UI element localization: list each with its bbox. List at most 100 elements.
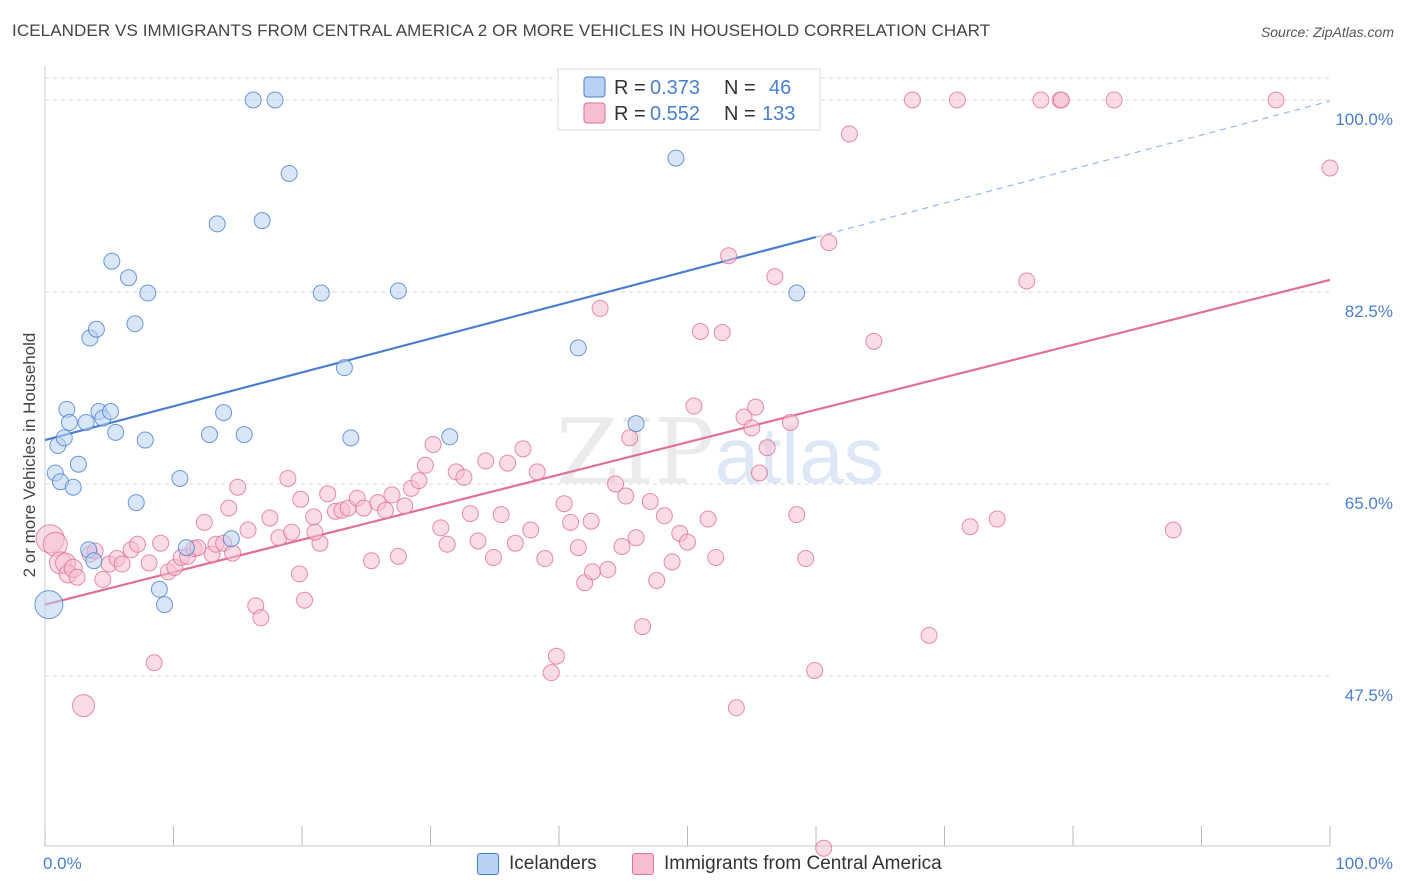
point-immigrants — [477, 452, 495, 470]
trend-line-icelanders-extension — [815, 100, 1331, 238]
point-icelanders — [215, 404, 233, 422]
point-immigrants — [94, 570, 112, 588]
legend-r-label-1: R = — [614, 77, 646, 99]
point-immigrants — [1267, 91, 1285, 109]
point-immigrants — [355, 499, 373, 517]
point-immigrants — [713, 324, 731, 342]
legend-swatch-immigrants — [583, 102, 606, 124]
point-immigrants — [514, 440, 532, 458]
point-icelanders — [120, 269, 138, 287]
legend-item-icelanders[interactable]: Icelanders — [477, 852, 597, 876]
point-immigrants — [641, 492, 659, 510]
point-icelanders — [200, 426, 218, 444]
point-immigrants — [383, 486, 401, 504]
point-immigrants — [679, 533, 696, 551]
point-immigrants — [1052, 91, 1070, 109]
point-immigrants — [492, 506, 510, 524]
point-immigrants — [569, 539, 587, 557]
point-icelanders — [667, 149, 685, 167]
legend-swatch-pink — [632, 853, 654, 875]
point-immigrants — [536, 550, 554, 568]
point-icelanders — [280, 164, 298, 182]
point-immigrants — [691, 322, 709, 340]
point-immigrants — [1018, 272, 1036, 290]
point-immigrants — [145, 654, 163, 672]
point-immigrants — [389, 547, 407, 565]
point-immigrants — [1105, 91, 1123, 109]
point-immigrants — [743, 419, 761, 437]
point-immigrants — [292, 490, 310, 508]
point-immigrants — [438, 535, 456, 553]
point-immigrants — [648, 571, 666, 589]
point-immigrants — [840, 125, 858, 143]
point-immigrants — [506, 534, 524, 552]
point-icelanders — [126, 315, 144, 333]
legend-label-immigrants: Immigrants from Central America — [664, 853, 942, 874]
y-tick-label: 65.0% — [1345, 494, 1393, 513]
point-immigrants — [727, 699, 745, 717]
point-immigrants — [424, 435, 442, 453]
point-immigrants — [296, 591, 314, 609]
point-immigrants — [797, 550, 815, 568]
point-icelanders — [150, 580, 168, 598]
point-immigrants — [750, 464, 768, 482]
point-immigrants — [707, 548, 725, 566]
point-immigrants — [766, 268, 784, 286]
point-immigrants — [129, 535, 147, 553]
legend-label-icelanders: Icelanders — [509, 853, 597, 874]
point-immigrants — [499, 454, 517, 472]
trend-lines — [44, 100, 1331, 606]
legend-n-value-2: 133 — [762, 103, 795, 125]
point-immigrants — [613, 537, 631, 555]
point-immigrants — [903, 91, 921, 109]
point-immigrants — [528, 463, 546, 481]
point-immigrants — [617, 487, 635, 505]
point-immigrants — [455, 468, 473, 486]
point-immigrants — [362, 552, 380, 570]
axes: 47.5% 65.0% 82.5% 100.0% 0.0% 100.0% — [43, 66, 1393, 873]
point-icelanders — [441, 428, 459, 446]
legend-n-value-1: 46 — [769, 77, 791, 99]
point-immigrants — [306, 523, 324, 541]
point-immigrants — [1321, 159, 1339, 177]
point-icelanders — [156, 596, 174, 614]
point-immigrants — [72, 694, 96, 718]
watermark-atlas: atlas — [714, 411, 884, 500]
trend-line-immigrants — [44, 278, 1331, 606]
trend-line-icelanders — [44, 236, 817, 442]
point-immigrants — [377, 501, 395, 519]
legend-n-label-2: N = — [724, 103, 756, 125]
point-immigrants — [305, 508, 323, 526]
x-tick-label-start: 0.0% — [43, 854, 82, 873]
legend-item-immigrants[interactable]: Immigrants from Central America — [632, 852, 942, 876]
point-icelanders — [87, 320, 105, 338]
x-tick-label-end: 100.0% — [1335, 854, 1393, 873]
point-immigrants — [607, 475, 625, 493]
point-immigrants — [820, 234, 838, 252]
point-icelanders — [788, 284, 806, 302]
point-icelanders — [235, 426, 253, 444]
point-immigrants — [319, 485, 337, 503]
point-immigrants — [290, 565, 308, 583]
point-immigrants — [806, 661, 824, 679]
legend-swatch-icelanders — [583, 76, 606, 98]
point-immigrants — [627, 529, 645, 547]
legend-r-value-2: 0.552 — [650, 103, 700, 125]
y-tick-label: 82.5% — [1345, 302, 1393, 321]
point-immigrants — [948, 91, 966, 109]
point-immigrants — [195, 513, 213, 531]
series-immigrants-points — [35, 91, 1339, 857]
chart-title: ICELANDER VS IMMIGRANTS FROM CENTRAL AME… — [12, 21, 991, 40]
point-icelanders — [139, 284, 157, 302]
point-immigrants — [113, 555, 131, 573]
point-immigrants — [961, 518, 979, 536]
point-immigrants — [140, 554, 158, 572]
point-immigrants — [663, 553, 681, 571]
point-immigrants — [239, 521, 257, 539]
chart-source: Source: ZipAtlas.com — [1260, 24, 1394, 40]
point-immigrants — [416, 456, 434, 474]
point-icelanders — [102, 403, 120, 421]
point-icelanders — [177, 539, 195, 557]
point-immigrants — [484, 548, 502, 566]
